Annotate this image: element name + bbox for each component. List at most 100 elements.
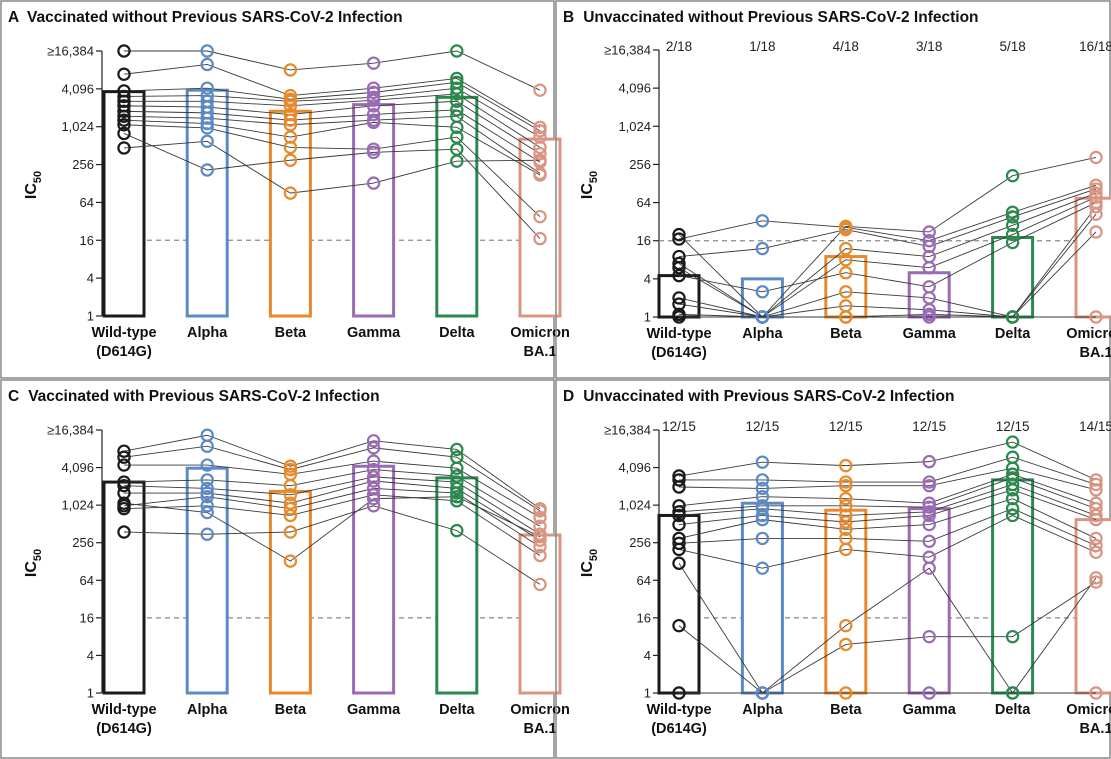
subject-line: [678, 483, 1097, 516]
x-category-label: Delta: [995, 702, 1031, 718]
subject-line: [679, 313, 1096, 318]
y-tick-label: 4,096: [61, 81, 94, 96]
panel-c: C Vaccinated with Previous SARS-CoV-2 Inf…: [0, 379, 570, 759]
bar: [102, 90, 146, 318]
data-point: [672, 261, 686, 275]
ratio-label: 1/18: [749, 39, 775, 54]
bar: [268, 109, 312, 318]
data-point: [922, 225, 936, 239]
y-tick-label: 256: [72, 535, 94, 550]
subject-line: [678, 467, 1097, 491]
data-point: [450, 442, 464, 457]
data-point: [117, 113, 131, 127]
data-point: [1089, 150, 1103, 165]
subject-line: [123, 133, 541, 239]
data-point: [200, 527, 214, 541]
data-point: [366, 491, 381, 506]
panel-letter: A: [8, 9, 19, 26]
data-point: [533, 231, 547, 246]
data-point: [1089, 190, 1103, 204]
data-point: [200, 81, 214, 95]
data-point: [117, 89, 131, 104]
data-point: [1005, 508, 1020, 523]
data-point: [283, 478, 298, 493]
data-point: [200, 163, 214, 177]
ratio-label: 4/18: [833, 39, 859, 54]
data-point: [533, 83, 547, 97]
y-tick-label: 4: [87, 271, 94, 286]
y-tick-label: 16: [80, 233, 94, 248]
data-point: [755, 512, 770, 527]
y-tick-label: 4: [644, 648, 651, 663]
subject-line: [123, 476, 541, 535]
y-tick-label: 1: [87, 309, 94, 324]
bar: [1074, 196, 1111, 319]
subject-line: [678, 192, 1097, 318]
y-tick-label: 4,096: [618, 460, 651, 475]
data-point: [1005, 629, 1020, 644]
y-tick-label: ≥16,384: [604, 43, 651, 58]
bar: [352, 103, 396, 318]
data-point: [1005, 210, 1020, 224]
data-point: [533, 529, 547, 544]
data-point: [1089, 483, 1103, 497]
subject-line: [678, 514, 1097, 569]
data-point: [922, 508, 936, 523]
bar: [435, 476, 479, 695]
data-point: [117, 118, 131, 132]
subject-line: [678, 473, 1097, 507]
data-point: [672, 517, 686, 532]
y-tick-label: 4: [87, 648, 94, 663]
data-point: [922, 534, 936, 548]
subject-line: [678, 184, 1097, 242]
data-point: [839, 637, 853, 652]
data-point: [200, 481, 214, 496]
bar: [991, 235, 1035, 319]
subject-line: [123, 445, 541, 512]
data-point: [839, 458, 853, 473]
subject-line: [123, 109, 541, 163]
panel-letter: C: [8, 388, 19, 405]
data-point: [200, 57, 214, 72]
subject-line: [124, 50, 541, 91]
data-point: [755, 455, 770, 469]
data-point: [755, 285, 770, 299]
ratio-label: 12/15: [662, 419, 696, 434]
bar: [824, 508, 868, 695]
data-point: [1089, 512, 1103, 527]
data-point: [283, 113, 298, 127]
panel-letter: D: [563, 388, 574, 405]
subject-line: [123, 496, 541, 562]
data-point: [117, 126, 131, 141]
bar: [1074, 518, 1111, 695]
x-category-label: Beta: [275, 325, 307, 341]
data-point: [533, 209, 547, 224]
data-point: [117, 94, 131, 108]
data-point: [1005, 501, 1020, 516]
data-point: [366, 474, 381, 488]
data-point: [200, 134, 214, 149]
data-point: [283, 488, 298, 502]
y-tick-label: 1,024: [618, 498, 651, 513]
data-point: [672, 232, 686, 246]
data-point: [1005, 205, 1020, 219]
subject-line: [678, 188, 1097, 257]
data-point: [533, 140, 547, 155]
data-point: [117, 496, 131, 510]
data-point: [1005, 483, 1020, 497]
data-point: [1005, 435, 1020, 449]
data-point: [672, 536, 686, 551]
data-point: [117, 444, 131, 458]
subject-line: [678, 202, 1097, 293]
data-point: [366, 145, 381, 160]
x-category-label: Gamma: [903, 326, 957, 342]
y-tick-label: 64: [637, 195, 651, 210]
panel-title-d: D Unvaccinated with Previous SARS-CoV-2 I…: [563, 388, 954, 405]
y-tick-label: 1,024: [61, 119, 94, 134]
data-point: [200, 44, 214, 58]
data-point: [366, 56, 381, 70]
data-point: [450, 154, 464, 168]
